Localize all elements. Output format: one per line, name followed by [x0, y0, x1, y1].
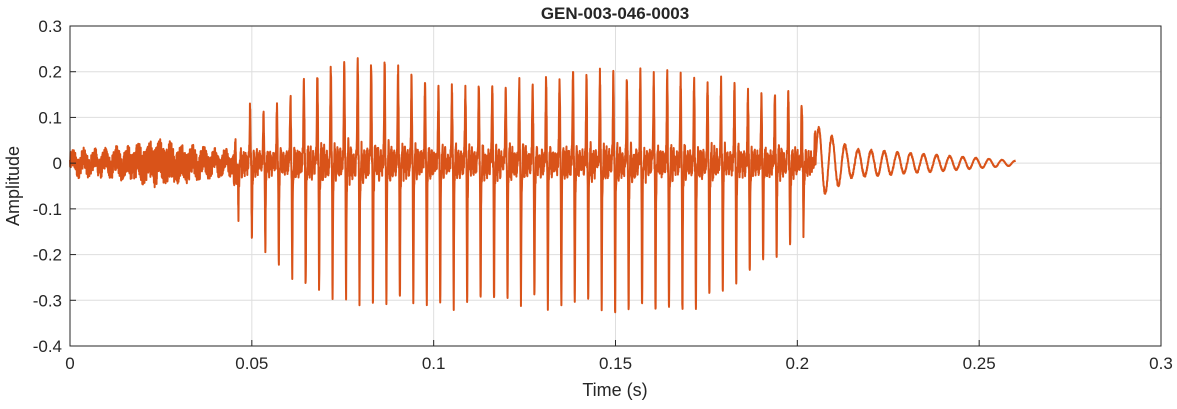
x-tick-label: 0.2 — [786, 354, 810, 373]
waveform-series-line — [69, 57, 1017, 314]
x-tick-label: 0 — [65, 354, 74, 373]
y-tick-label: 0.1 — [38, 108, 62, 127]
x-tick-label: 0.3 — [1149, 354, 1173, 373]
x-tick-label: 0.15 — [599, 354, 632, 373]
y-tick-label: -0.3 — [33, 291, 62, 310]
y-tick-label: 0.2 — [38, 63, 62, 82]
x-tick-label: 0.1 — [422, 354, 446, 373]
x-axis-label: Time (s) — [582, 380, 647, 400]
x-tick-label: 0.25 — [963, 354, 996, 373]
y-tick-label: -0.1 — [33, 200, 62, 219]
y-tick-label: -0.2 — [33, 246, 62, 265]
y-tick-label: 0 — [53, 154, 62, 173]
chart-title: GEN-003-046-0003 — [541, 4, 689, 23]
plot-area — [69, 57, 1017, 314]
y-axis-label: Amplitude — [3, 146, 23, 226]
x-tick-label: 0.05 — [235, 354, 268, 373]
ticks: 0 0.05 0.1 0.15 0.2 0.25 0.3 -0.4 -0.3 -0.2 -0.1 0 0… — [33, 17, 1173, 373]
y-tick-label: -0.4 — [33, 337, 62, 356]
y-tick-label: 0.3 — [38, 17, 62, 36]
